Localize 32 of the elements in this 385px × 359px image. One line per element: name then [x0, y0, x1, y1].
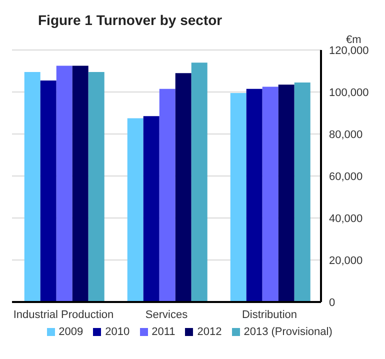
x-tick-label: Distribution [242, 308, 298, 321]
bar [246, 88, 262, 302]
y-tick-label: 60,000 [329, 170, 363, 183]
legend-label: 2010 [105, 326, 130, 338]
bar [127, 118, 144, 302]
bar [40, 80, 56, 302]
bar [88, 72, 104, 302]
bar [294, 82, 310, 302]
y-tick-label: 120,000 [329, 44, 369, 57]
x-tick-label: Services [145, 308, 188, 321]
y-tick-label: 80,000 [329, 128, 363, 141]
bar [262, 86, 278, 302]
bar [143, 116, 160, 302]
legend-label: 2009 [58, 326, 84, 338]
y-axis-title: €m [346, 34, 362, 46]
bar [230, 93, 246, 302]
legend-label: 2011 [152, 326, 176, 338]
y-tick-label: 40,000 [329, 212, 363, 225]
y-tick-label: 20,000 [329, 254, 363, 267]
bar [24, 72, 40, 302]
bar [278, 84, 294, 302]
bar [191, 62, 208, 302]
bar [175, 73, 192, 302]
legend-label: 2012 [197, 326, 222, 338]
y-tick-label: 100,000 [329, 86, 369, 99]
legend-label: 2013 (Provisional) [244, 326, 332, 338]
y-tick-label: 0 [329, 296, 336, 309]
bar [159, 88, 176, 302]
bar [56, 66, 72, 302]
chart-title: Figure 1 Turnover by sector [38, 12, 222, 28]
bar [72, 66, 88, 302]
x-tick-label: Industrial Production [13, 308, 114, 321]
